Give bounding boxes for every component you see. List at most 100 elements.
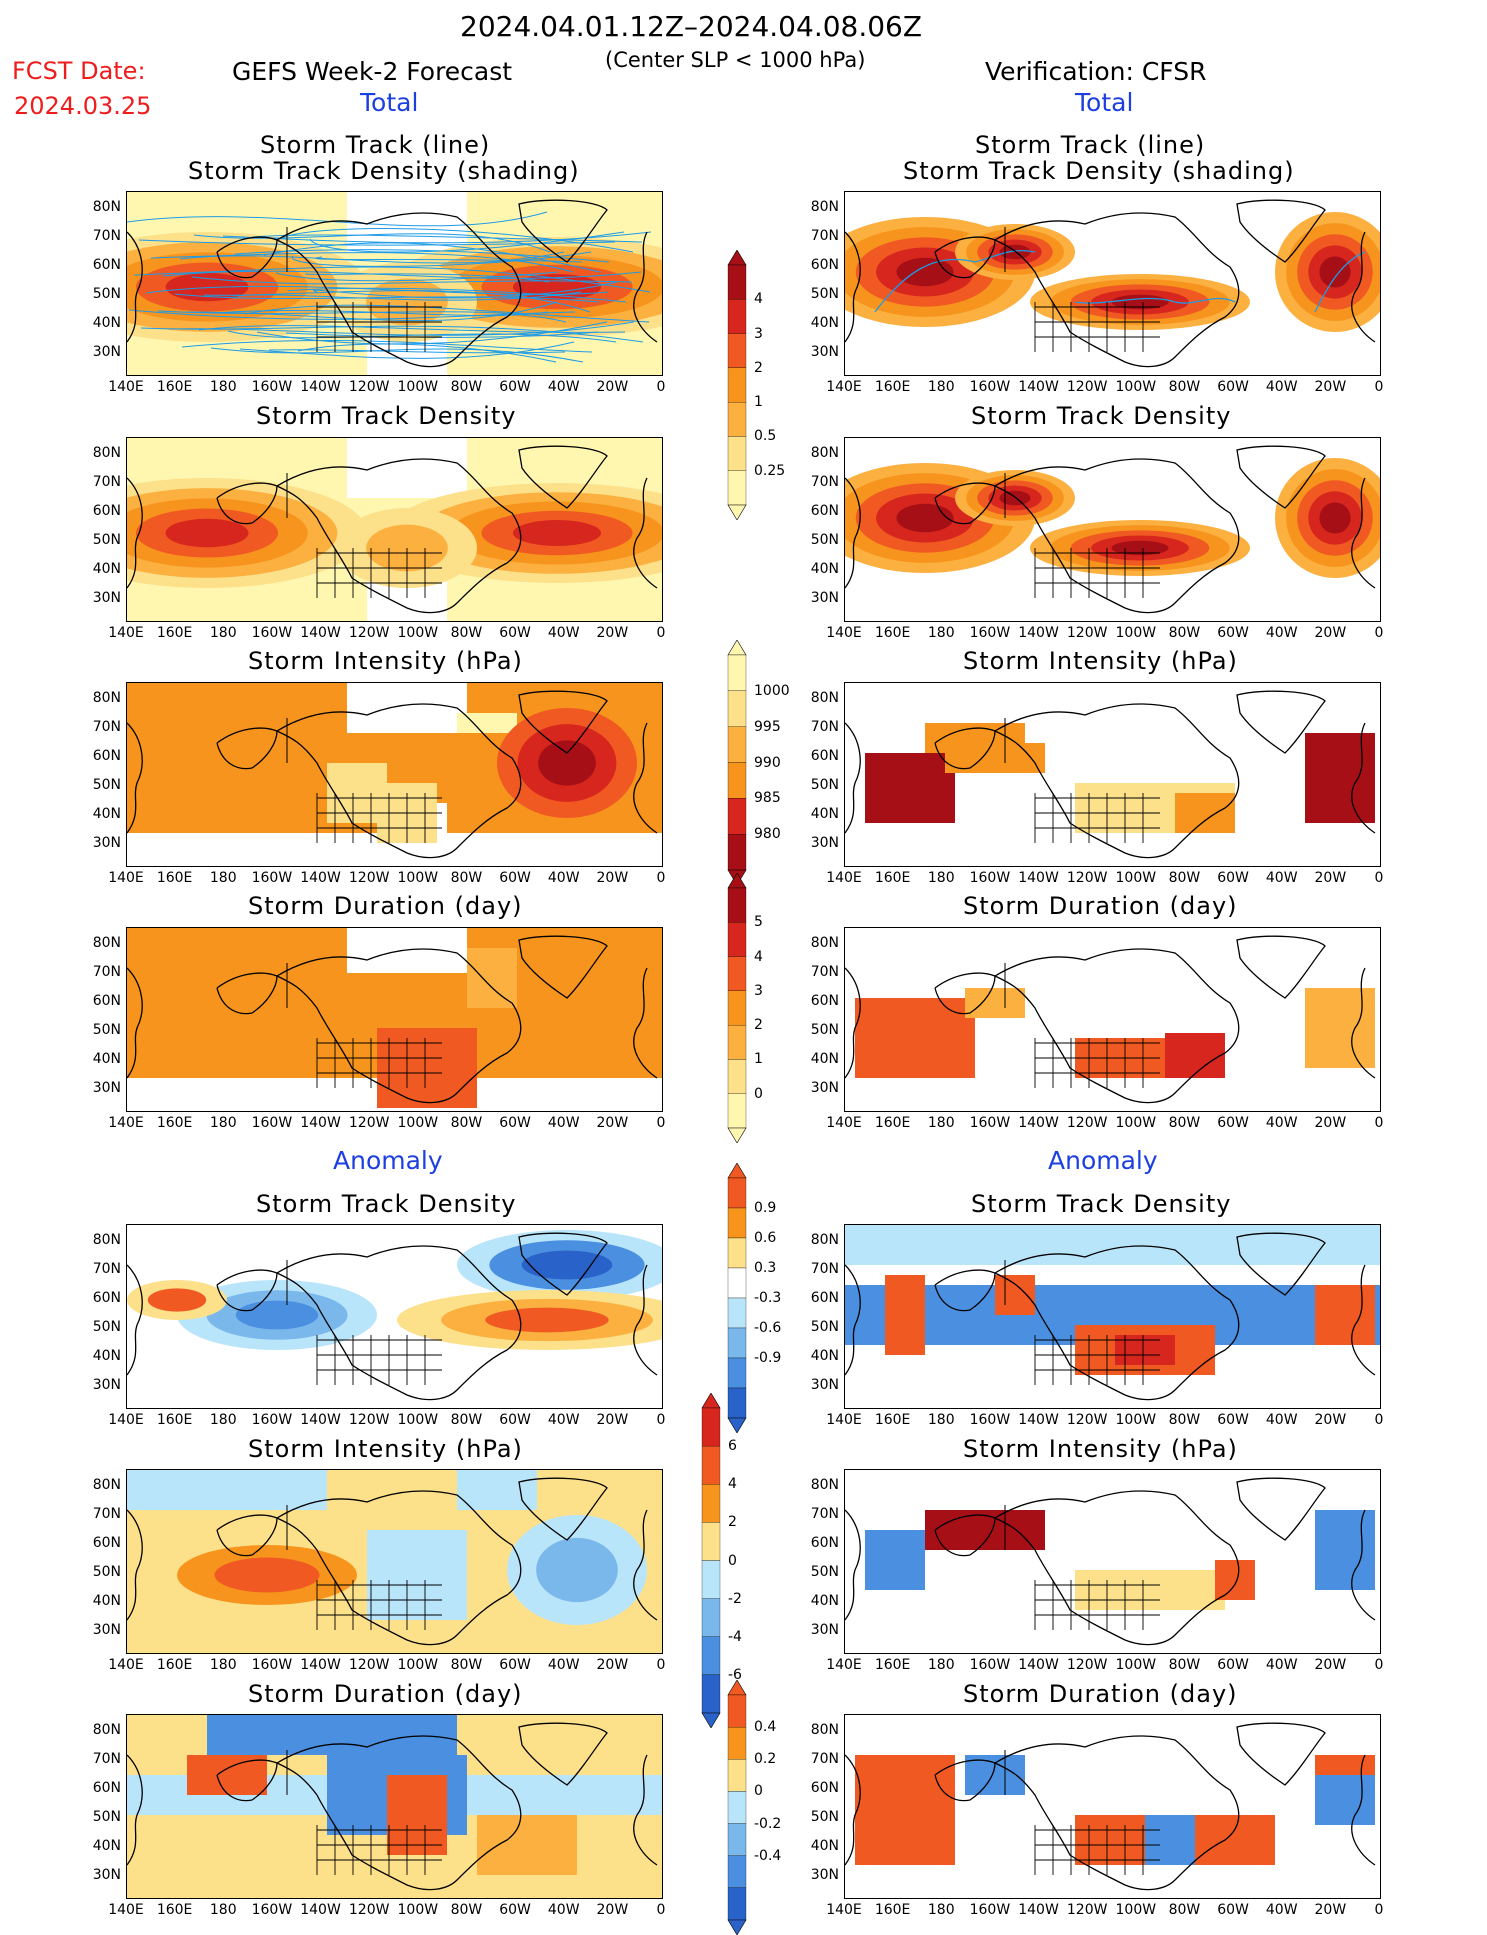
colorbar-tick-label: 3	[754, 982, 763, 999]
panel-title-r6: Storm Intensity (hPa)	[963, 1435, 1238, 1463]
panel-title-l5: Storm Track Density	[256, 1190, 517, 1218]
lat-tick-label: 80N	[810, 690, 839, 706]
lat-tick-label: 30N	[810, 1867, 839, 1883]
lon-tick-label: 160W	[969, 379, 1011, 395]
obs-pacific-east	[955, 470, 1075, 526]
lat-tick-label: 40N	[92, 1348, 121, 1364]
lon-tick-label: 20W	[1314, 870, 1347, 886]
lon-tick-label: 80W	[1168, 870, 1201, 886]
coastline	[127, 690, 658, 859]
lon-tick-label: 0	[1374, 1657, 1384, 1673]
na-positive-anomaly	[1075, 1815, 1275, 1865]
lat-tick-label: 70N	[810, 964, 839, 980]
lon-tick-label: 40W	[547, 870, 580, 886]
lon-tick-label: 140W	[1018, 870, 1059, 886]
lon-tick-label: 180	[927, 379, 955, 395]
lon-tick-label: 120W	[348, 625, 390, 641]
colorbar-tick-label: 1	[754, 394, 763, 411]
lon-tick-label: 180	[927, 1657, 955, 1673]
colorbar-tick-label: 0.4	[754, 1719, 777, 1736]
lat-tick-label: 80N	[810, 1722, 839, 1738]
lon-tick-label: 80W	[1168, 1115, 1201, 1131]
positive-anomaly-pacific	[177, 1545, 357, 1605]
blank-cells	[127, 683, 662, 866]
lon-tick-label: 120W	[1066, 1902, 1108, 1918]
lon-tick-label: 180	[209, 870, 237, 886]
lon-tick-label: 20W	[596, 1115, 629, 1131]
lon-tick-label: 160E	[156, 1115, 193, 1131]
negative-anomaly-atlantic	[507, 1515, 647, 1625]
colorbar-tick-label: 0	[728, 1552, 737, 1569]
lon-tick-label: 100W	[1115, 1657, 1157, 1673]
lat-tick-label: 70N	[92, 1506, 121, 1522]
positive-anomaly-cells	[885, 1275, 1375, 1355]
colorbar-tick-label: 0.2	[754, 1751, 777, 1768]
right-total-label: Total	[1075, 88, 1134, 117]
lon-tick-label: 120W	[1066, 379, 1108, 395]
lat-tick-label: 30N	[92, 1377, 121, 1393]
lat-tick-label: 40N	[92, 561, 121, 577]
colorbar-tick-label: 2	[754, 359, 763, 376]
map-panel-r3	[844, 682, 1381, 867]
lat-tick-label: 50N	[92, 532, 121, 548]
lat-tick-label: 50N	[92, 1564, 121, 1580]
lon-tick-label: 140E	[108, 1412, 144, 1428]
lon-tick-label: 80W	[1168, 1412, 1201, 1428]
na-negative-anomaly	[367, 1530, 467, 1620]
colorbar-tick-label: -0.4	[754, 1847, 782, 1864]
lon-tick-label: 120W	[1066, 625, 1108, 641]
lon-tick-label: 40W	[547, 379, 580, 395]
lon-tick-label: 120W	[1066, 1115, 1108, 1131]
lon-tick-label: 60W	[499, 379, 531, 395]
obs-north-america	[1030, 274, 1250, 330]
map-field	[127, 683, 662, 866]
long-duration-cells	[377, 1028, 477, 1108]
lon-tick-label: 140W	[300, 870, 341, 886]
lon-tick-label: 60W	[1217, 1657, 1249, 1673]
lon-tick-label: 60W	[499, 1902, 531, 1918]
lat-tick-label: 60N	[92, 503, 121, 519]
colorbar-tick-label: -6	[728, 1666, 742, 1683]
map-field	[845, 690, 1376, 859]
lon-tick-label: 20W	[1314, 1115, 1347, 1131]
lon-tick-label: 80W	[450, 1902, 483, 1918]
lat-tick-label: 30N	[810, 835, 839, 851]
colorbar-tick-label: 1000	[754, 682, 790, 699]
lon-tick-label: 40W	[1265, 625, 1298, 641]
lat-tick-label: 80N	[810, 445, 839, 461]
lat-tick-label: 70N	[92, 964, 121, 980]
lon-tick-label: 100W	[1115, 1115, 1157, 1131]
lon-tick-label: 160E	[874, 1115, 911, 1131]
lon-tick-label: 160W	[251, 870, 293, 886]
lon-tick-label: 40W	[1265, 1902, 1298, 1918]
colorbar-tick-label: 995	[754, 718, 781, 735]
lon-tick-label: 120W	[348, 1412, 390, 1428]
lon-tick-label: 20W	[596, 1657, 629, 1673]
map-panel-r2	[844, 437, 1381, 622]
positive-anomaly-cells	[187, 1755, 447, 1855]
lat-tick-label: 60N	[810, 503, 839, 519]
lat-tick-label: 30N	[810, 590, 839, 606]
colorbar-tick-label: -2	[728, 1590, 742, 1607]
lon-tick-label: 0	[1374, 379, 1384, 395]
map-field	[845, 199, 1380, 368]
colorbar-tick-label: -4	[728, 1628, 742, 1645]
lon-tick-label: 20W	[596, 1902, 629, 1918]
map-field	[845, 1225, 1380, 1401]
map-field	[127, 1715, 662, 1898]
lon-tick-label: 180	[209, 1412, 237, 1428]
positive-anomaly-west	[127, 1280, 227, 1320]
colorbar-tick-label: 0.25	[754, 462, 786, 479]
colorbar-tick-label: 0	[754, 1783, 763, 1800]
panel-title-l3: Storm Intensity (hPa)	[248, 647, 523, 675]
panel-title-l7: Storm Duration (day)	[248, 1680, 523, 1708]
lon-tick-label: 140W	[1018, 379, 1059, 395]
fcst-date-value: 2024.03.25	[14, 92, 152, 120]
lon-tick-label: 20W	[1314, 1657, 1347, 1673]
lon-tick-label: 0	[656, 379, 666, 395]
lon-tick-label: 180	[927, 1902, 955, 1918]
lon-tick-label: 80W	[450, 870, 483, 886]
lon-tick-label: 120W	[348, 1902, 390, 1918]
lat-tick-label: 30N	[810, 1622, 839, 1638]
lon-tick-label: 80W	[450, 625, 483, 641]
